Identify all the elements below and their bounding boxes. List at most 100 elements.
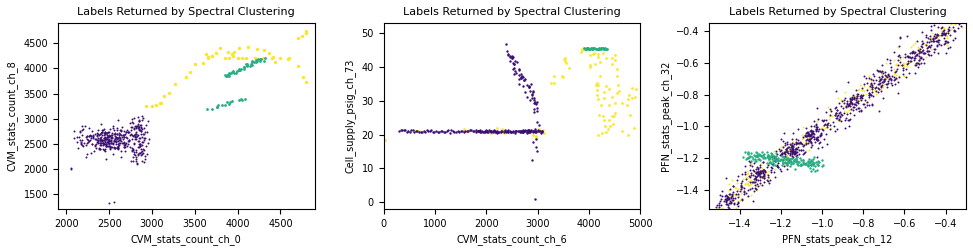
Point	[861, 76, 877, 80]
Point	[855, 92, 871, 97]
Point	[795, 160, 811, 164]
Point	[98, 137, 114, 141]
Point	[528, 136, 544, 140]
Point	[86, 135, 101, 139]
Point	[761, 169, 776, 173]
Point	[100, 141, 116, 145]
Point	[936, 28, 952, 32]
Point	[226, 54, 241, 58]
Point	[98, 157, 114, 161]
Point	[601, 103, 617, 107]
Point	[853, 93, 869, 97]
Point	[796, 136, 811, 140]
Point	[760, 163, 775, 167]
Point	[494, 129, 510, 133]
Point	[523, 128, 539, 132]
Point	[815, 163, 831, 167]
Point	[746, 177, 762, 181]
Point	[936, 29, 952, 33]
Point	[504, 130, 520, 134]
Point	[828, 111, 844, 115]
Point	[116, 145, 131, 149]
Point	[840, 102, 855, 106]
Point	[586, 46, 601, 50]
Point	[526, 98, 542, 102]
Point	[480, 129, 495, 133]
Point	[523, 129, 539, 133]
Point	[238, 62, 254, 66]
Point	[762, 160, 777, 164]
Point	[93, 135, 109, 139]
Point	[514, 74, 529, 78]
Point	[739, 191, 754, 195]
Point	[743, 193, 759, 197]
Point	[526, 96, 542, 100]
Point	[796, 152, 811, 156]
Point	[948, 16, 963, 20]
Point	[132, 126, 148, 130]
Point	[801, 160, 816, 164]
Point	[911, 51, 926, 55]
Point	[838, 118, 853, 122]
Point	[747, 178, 763, 182]
Point	[801, 148, 816, 152]
Point	[784, 151, 800, 155]
Point	[828, 111, 844, 115]
Point	[457, 129, 473, 133]
Point	[829, 127, 845, 131]
Point	[107, 134, 123, 138]
Y-axis label: PFN_stats_peak_ch_32: PFN_stats_peak_ch_32	[660, 61, 670, 171]
Point	[874, 85, 889, 89]
Point	[757, 180, 773, 184]
Point	[934, 31, 950, 35]
Point	[750, 178, 766, 182]
Point	[735, 177, 750, 181]
Point	[803, 137, 818, 141]
Point	[739, 172, 755, 176]
Point	[808, 136, 823, 140]
Point	[806, 134, 821, 138]
Point	[784, 154, 800, 158]
Point	[819, 125, 835, 129]
Point	[753, 171, 769, 175]
Point	[782, 142, 798, 146]
Point	[796, 143, 811, 147]
Point	[883, 68, 898, 72]
Point	[126, 153, 142, 158]
Point	[783, 149, 799, 153]
Point	[842, 99, 857, 103]
Point	[887, 70, 903, 74]
Point	[471, 129, 486, 133]
Point	[755, 169, 771, 173]
Point	[182, 70, 198, 74]
Point	[126, 115, 142, 119]
Point	[487, 130, 503, 134]
Point	[122, 145, 137, 149]
Point	[256, 59, 271, 63]
Point	[851, 98, 867, 102]
Point	[726, 201, 741, 205]
Point	[132, 122, 148, 127]
Point	[775, 156, 791, 161]
Point	[578, 46, 594, 50]
Point	[121, 131, 136, 135]
Point	[858, 92, 874, 96]
Point	[735, 197, 750, 201]
Point	[827, 106, 843, 110]
Point	[130, 115, 146, 119]
Point	[854, 94, 870, 98]
Point	[580, 47, 595, 51]
Point	[824, 114, 840, 118]
Point	[595, 114, 611, 118]
Point	[149, 103, 164, 107]
Point	[797, 142, 812, 146]
Point	[865, 90, 881, 94]
Point	[833, 113, 848, 117]
Point	[781, 158, 797, 162]
Point	[771, 165, 786, 169]
Point	[91, 141, 107, 145]
Point	[923, 43, 939, 47]
Point	[578, 48, 594, 52]
Point	[760, 155, 775, 159]
Point	[126, 142, 141, 146]
